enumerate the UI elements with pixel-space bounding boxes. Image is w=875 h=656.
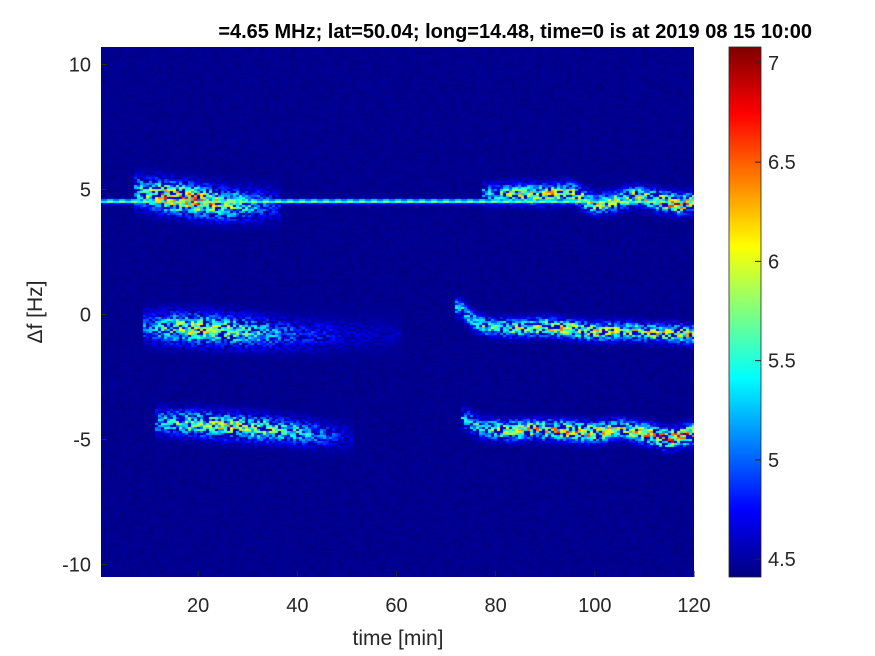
colorbar-ticks: 4.5 5 5.5 6 6.5 7 xyxy=(755,53,796,571)
x-tick-label: 20 xyxy=(187,595,209,617)
y-tick-label: 0 xyxy=(80,305,91,327)
x-ticks: 20 40 60 80 100 120 xyxy=(187,571,711,617)
colorbar-tick-label: 5.5 xyxy=(768,351,796,373)
colorbar xyxy=(729,47,761,577)
colorbar-frame xyxy=(728,46,762,578)
y-tick-label: 10 xyxy=(69,55,91,77)
y-tick-label: -5 xyxy=(73,430,91,452)
colorbar-tick-label: 7 xyxy=(768,53,779,75)
spectrogram-heatmap xyxy=(101,47,694,577)
x-axis-label: time [min] xyxy=(352,627,443,650)
y-ticks: -10 -5 0 5 10 xyxy=(62,55,107,577)
y-tick-label: -10 xyxy=(62,555,91,577)
x-tick-label: 60 xyxy=(385,595,407,617)
x-tick-label: 80 xyxy=(485,595,507,617)
x-tick-label: 100 xyxy=(578,595,611,617)
x-tick-label: 120 xyxy=(677,595,710,617)
colorbar-tick-label: 6.5 xyxy=(768,152,796,174)
chart-title: =4.65 MHz; lat=50.04; long=14.48, time=0… xyxy=(218,21,812,43)
y-tick-label: 5 xyxy=(80,180,91,202)
colorbar-tick-label: 6 xyxy=(768,251,779,273)
colorbar-tick-label: 5 xyxy=(768,450,779,472)
x-tick-label: 40 xyxy=(286,595,308,617)
y-axis-label: Δf [Hz] xyxy=(24,280,47,343)
colorbar-tick-label: 4.5 xyxy=(768,549,796,571)
